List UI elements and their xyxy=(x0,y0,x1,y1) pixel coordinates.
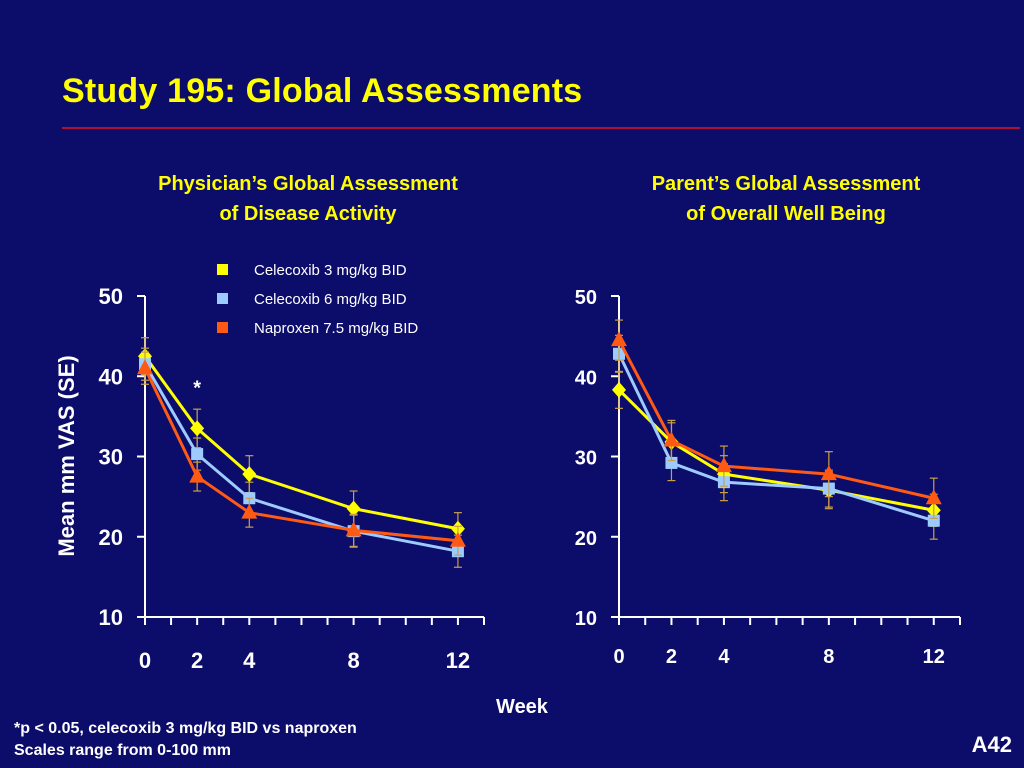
physician-point-square xyxy=(191,448,204,461)
parent-x-tick-label: 12 xyxy=(923,646,945,668)
physician-x-tick-label: 0 xyxy=(139,648,151,673)
physician-point-triangle xyxy=(449,531,466,547)
physician-y-tick-label: 50 xyxy=(99,284,123,309)
footnote-significance: *p < 0.05, celecoxib 3 mg/kg BID vs napr… xyxy=(14,720,357,737)
parent-x-tick-label: 2 xyxy=(666,646,677,668)
parent-series-2 xyxy=(613,334,940,540)
title-divider xyxy=(62,127,1020,129)
footnote: *p < 0.05, celecoxib 3 mg/kg BID vs napr… xyxy=(14,718,357,762)
physician-chart-title-line-2: of Disease Activity xyxy=(219,203,397,225)
physician-chart-title: Physician’s Global Assessment of Disease… xyxy=(98,169,518,229)
slide-title: Study 195: Global Assessments xyxy=(62,72,583,110)
footnote-scale: Scales range from 0-100 mm xyxy=(14,742,231,759)
parent-y-tick-label: 50 xyxy=(575,287,597,309)
parent-y-tick-label: 10 xyxy=(575,608,597,630)
physician-y-tick-label: 10 xyxy=(99,605,123,630)
physician-x-tick-label: 8 xyxy=(347,648,359,673)
legend-label: Celecoxib 3 mg/kg BID xyxy=(254,262,407,279)
legend: Celecoxib 3 mg/kg BID Celecoxib 6 mg/kg B… xyxy=(217,262,418,337)
parent-chart-title: Parent’s Global Assessment of Overall We… xyxy=(576,169,996,229)
parent-point-triangle xyxy=(611,331,627,347)
parent-y-tick-label: 40 xyxy=(575,367,597,389)
physician-x-tick-label: 4 xyxy=(243,648,256,673)
y-axis-label: Mean mm VAS (SE) xyxy=(54,355,79,556)
legend-swatch xyxy=(217,322,228,333)
physician-series-3 xyxy=(137,351,466,556)
parent-point-triangle xyxy=(715,457,732,473)
parent-series-1 xyxy=(612,370,941,527)
parent-x-tick-label: 0 xyxy=(613,646,624,668)
physician-y-tick-label: 30 xyxy=(99,445,123,470)
legend-label: Celecoxib 6 mg/kg BID xyxy=(254,291,407,308)
physician-y-tick-label: 20 xyxy=(99,525,123,550)
parent-point-triangle xyxy=(925,489,942,505)
parent-x-tick-label: 8 xyxy=(823,646,834,668)
x-axis-label: Week xyxy=(496,696,549,718)
parent-point-triangle xyxy=(663,431,680,447)
parent-chart-title-line-2: of Overall Well Being xyxy=(686,203,886,225)
legend-swatch xyxy=(217,293,228,304)
parent-chart: 10 20 30 40 50 0 2 4 8 12 xyxy=(575,287,961,668)
parent-series-line xyxy=(617,339,935,500)
physician-significance-marker: * xyxy=(193,377,201,399)
slide-id: A42 xyxy=(971,732,1012,757)
physician-point-triangle xyxy=(189,467,206,483)
physician-chart-title-line-1: Physician’s Global Assessment xyxy=(158,173,458,195)
physician-chart: 10 20 30 40 50 0 2 4 8 12 * xyxy=(99,284,485,673)
physician-point-triangle xyxy=(241,503,258,519)
parent-point-triangle xyxy=(820,465,837,481)
physician-x-tick-label: 2 xyxy=(191,648,203,673)
parent-x-tick-label: 4 xyxy=(718,646,730,668)
parent-point-diamond xyxy=(612,381,626,398)
parent-series-3 xyxy=(611,319,942,519)
physician-point-diamond xyxy=(346,500,361,517)
physician-point-triangle xyxy=(137,359,153,375)
parent-y-tick-label: 30 xyxy=(575,448,597,470)
legend-label: Naproxen 7.5 mg/kg BID xyxy=(254,320,418,337)
physician-x-tick-label: 12 xyxy=(446,648,470,673)
legend-swatch xyxy=(217,264,228,275)
physician-point-diamond xyxy=(190,420,205,437)
physician-y-tick-label: 40 xyxy=(99,364,123,389)
physician-point-triangle xyxy=(345,521,362,537)
parent-chart-title-line-1: Parent’s Global Assessment xyxy=(651,173,921,195)
parent-y-tick-label: 20 xyxy=(575,528,597,550)
physician-point-diamond xyxy=(242,466,257,483)
